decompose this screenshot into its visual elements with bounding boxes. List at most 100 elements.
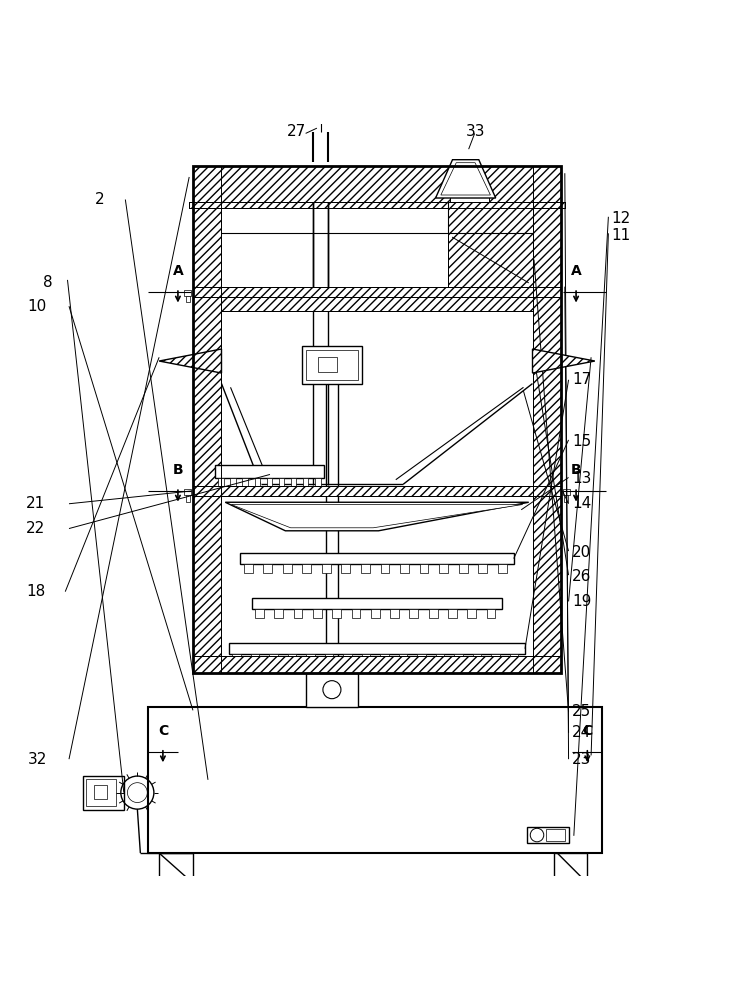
Bar bbox=[420, 564, 428, 573]
Bar bbox=[252, 598, 502, 609]
Bar bbox=[229, 643, 525, 654]
Bar bbox=[193, 166, 222, 673]
Bar bbox=[381, 564, 389, 573]
Bar bbox=[184, 489, 192, 495]
Bar bbox=[241, 553, 513, 564]
Bar bbox=[333, 609, 341, 618]
Bar bbox=[193, 166, 222, 673]
Bar bbox=[216, 465, 324, 478]
Bar bbox=[243, 478, 248, 487]
Bar bbox=[263, 564, 272, 573]
Text: 20: 20 bbox=[572, 545, 592, 560]
Bar bbox=[251, 654, 259, 663]
Bar bbox=[564, 495, 568, 502]
Bar bbox=[361, 564, 370, 573]
Bar bbox=[418, 654, 426, 663]
Text: 11: 11 bbox=[611, 228, 630, 243]
Bar bbox=[288, 654, 296, 663]
Bar bbox=[193, 486, 561, 496]
Text: 27: 27 bbox=[287, 124, 306, 139]
Bar bbox=[306, 654, 314, 663]
Bar bbox=[193, 287, 561, 297]
Text: 19: 19 bbox=[572, 594, 592, 609]
Bar bbox=[449, 202, 532, 287]
Text: A: A bbox=[571, 264, 581, 278]
Bar bbox=[269, 654, 277, 663]
Bar bbox=[400, 564, 409, 573]
Text: 25: 25 bbox=[572, 704, 592, 719]
Text: 8: 8 bbox=[43, 275, 52, 290]
Text: C: C bbox=[582, 724, 593, 738]
Bar bbox=[255, 609, 264, 618]
Bar bbox=[449, 202, 532, 287]
Bar bbox=[274, 609, 284, 618]
Bar bbox=[82, 776, 124, 810]
Bar bbox=[562, 489, 570, 495]
Bar bbox=[193, 166, 561, 202]
Bar bbox=[244, 564, 253, 573]
Bar bbox=[318, 357, 337, 372]
Bar bbox=[193, 287, 561, 297]
Polygon shape bbox=[532, 349, 595, 373]
Bar bbox=[390, 609, 399, 618]
Text: A: A bbox=[173, 264, 183, 278]
Bar bbox=[189, 202, 565, 208]
Bar bbox=[315, 478, 320, 487]
Bar bbox=[291, 478, 296, 487]
Bar bbox=[305, 673, 358, 707]
Bar bbox=[492, 654, 500, 663]
Bar bbox=[232, 654, 241, 663]
Bar bbox=[159, 853, 193, 883]
Bar bbox=[450, 197, 489, 206]
Bar bbox=[409, 609, 418, 618]
Text: B: B bbox=[173, 463, 183, 477]
Text: 26: 26 bbox=[572, 569, 592, 584]
Bar bbox=[342, 564, 351, 573]
Bar bbox=[189, 202, 565, 208]
Bar bbox=[532, 166, 561, 673]
Text: 32: 32 bbox=[28, 752, 47, 767]
Text: 12: 12 bbox=[611, 211, 630, 226]
Bar bbox=[302, 346, 362, 384]
Text: 14: 14 bbox=[572, 496, 592, 511]
Bar bbox=[267, 478, 272, 487]
Bar bbox=[222, 297, 532, 311]
Text: 22: 22 bbox=[26, 521, 45, 536]
Bar bbox=[313, 609, 322, 618]
Bar bbox=[186, 495, 190, 502]
Bar bbox=[325, 654, 333, 663]
Bar bbox=[283, 564, 292, 573]
Bar bbox=[371, 609, 379, 618]
Text: 17: 17 bbox=[572, 372, 592, 387]
Bar bbox=[193, 486, 561, 496]
Bar bbox=[230, 478, 236, 487]
Text: 18: 18 bbox=[26, 584, 45, 599]
Bar bbox=[458, 564, 467, 573]
Bar bbox=[486, 609, 495, 618]
Bar bbox=[473, 654, 481, 663]
Bar bbox=[436, 654, 444, 663]
Bar bbox=[380, 654, 389, 663]
Text: 24: 24 bbox=[572, 725, 592, 740]
Bar bbox=[193, 166, 561, 202]
Text: 23: 23 bbox=[572, 752, 592, 767]
Bar bbox=[351, 609, 360, 618]
Text: 15: 15 bbox=[572, 434, 592, 449]
Bar bbox=[498, 564, 507, 573]
Bar bbox=[186, 296, 190, 302]
Text: 10: 10 bbox=[28, 299, 47, 314]
Text: 2: 2 bbox=[95, 192, 105, 207]
Bar bbox=[343, 654, 352, 663]
Bar bbox=[362, 654, 370, 663]
Polygon shape bbox=[436, 160, 495, 198]
Polygon shape bbox=[231, 505, 523, 528]
Bar bbox=[455, 654, 463, 663]
Text: 33: 33 bbox=[466, 124, 485, 139]
Bar bbox=[322, 564, 331, 573]
Polygon shape bbox=[225, 502, 529, 531]
Bar bbox=[467, 609, 476, 618]
Bar bbox=[255, 478, 260, 487]
Text: 13: 13 bbox=[572, 471, 592, 486]
Bar bbox=[93, 785, 107, 799]
Bar bbox=[305, 350, 358, 380]
